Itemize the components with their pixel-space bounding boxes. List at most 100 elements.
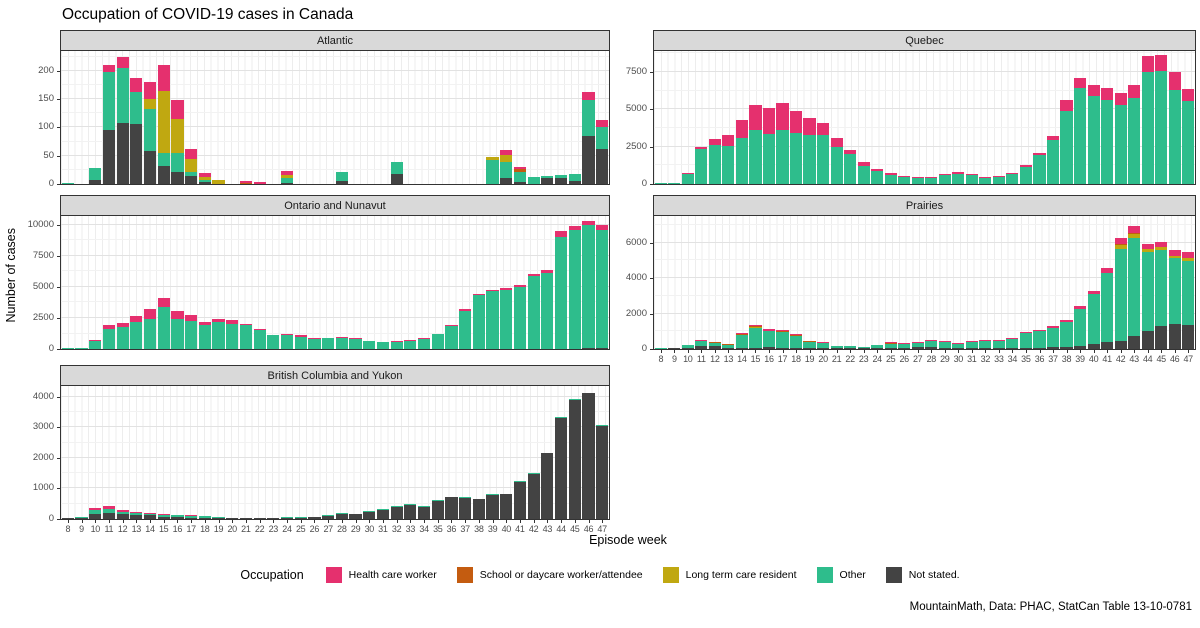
bar-segment-other bbox=[294, 516, 307, 518]
bar-segment-hcw bbox=[157, 65, 170, 91]
x-tick-mark bbox=[877, 350, 879, 353]
bar-segment-other bbox=[102, 328, 116, 349]
bar-segment-other bbox=[568, 173, 581, 181]
bar-week-25 bbox=[884, 342, 897, 349]
bar-segment-hcw bbox=[992, 175, 1005, 177]
x-tick-label: 43 bbox=[1129, 354, 1139, 364]
bar-segment-other bbox=[390, 505, 403, 507]
bar-segment-other bbox=[1006, 173, 1019, 184]
bar-segment-hcw bbox=[695, 146, 708, 149]
plot-area bbox=[60, 215, 610, 350]
bar-segment-other bbox=[89, 168, 102, 180]
bar-week-43 bbox=[541, 175, 554, 184]
bar-week-38 bbox=[472, 498, 485, 519]
bar-segment-hcw bbox=[911, 342, 924, 343]
x-tick-mark bbox=[519, 520, 521, 523]
bar-segment-other bbox=[1155, 70, 1168, 184]
bar-segment-other bbox=[952, 173, 965, 184]
bar-week-23 bbox=[267, 517, 280, 519]
bar-segment-hcw bbox=[884, 172, 897, 175]
bar-week-20 bbox=[817, 122, 830, 184]
bar-segment-hcw bbox=[280, 334, 294, 336]
bar-segment-other bbox=[1101, 273, 1114, 343]
bar-segment-hcw bbox=[749, 324, 762, 326]
bar-segment-hcw bbox=[431, 333, 444, 335]
x-tick-mark bbox=[355, 520, 357, 523]
bar-week-25 bbox=[294, 335, 307, 349]
bar-segment-not_stated bbox=[116, 123, 129, 184]
x-tick-label: 44 bbox=[1142, 354, 1153, 364]
bar-week-41 bbox=[1101, 87, 1114, 184]
bar-segment-other bbox=[582, 392, 595, 394]
x-tick-label: 17 bbox=[777, 354, 788, 364]
bar-segment-hcw bbox=[116, 322, 129, 327]
bar-segment-hcw bbox=[445, 324, 458, 326]
bar-week-31 bbox=[965, 173, 978, 184]
bar-segment-other bbox=[89, 510, 102, 514]
x-tick-mark bbox=[437, 520, 439, 523]
x-tick-mark bbox=[506, 520, 508, 523]
bar-segment-not_stated bbox=[335, 181, 348, 184]
bar-week-26 bbox=[308, 516, 321, 519]
bar-segment-other bbox=[871, 345, 884, 349]
y-tick-label: 0 bbox=[48, 178, 54, 189]
bar-week-45 bbox=[568, 399, 581, 519]
gridline bbox=[61, 332, 609, 334]
x-tick-mark bbox=[674, 350, 676, 353]
gridline bbox=[61, 316, 609, 318]
bar-segment-other bbox=[654, 183, 667, 184]
facet-strip-atlantic: Atlantic bbox=[60, 30, 610, 50]
bar-week-16 bbox=[171, 514, 184, 519]
x-tick-mark bbox=[67, 520, 69, 523]
bar-segment-other bbox=[871, 171, 884, 184]
bar-segment-other bbox=[171, 152, 184, 172]
x-tick-label: 8 bbox=[658, 354, 664, 364]
bar-segment-ltc bbox=[157, 90, 170, 153]
y-tick-mark bbox=[650, 109, 653, 111]
bar-week-39 bbox=[1073, 305, 1087, 349]
bar-segment-hcw bbox=[89, 508, 102, 511]
x-tick-mark bbox=[1053, 350, 1054, 353]
bar-week-35 bbox=[431, 500, 444, 519]
y-tick-mark bbox=[57, 519, 60, 520]
x-tick-mark bbox=[863, 350, 865, 353]
bar-segment-hcw bbox=[198, 322, 211, 325]
bar-segment-hcw bbox=[695, 339, 708, 341]
y-tick-label: 7500 bbox=[625, 65, 647, 77]
bar-segment-other bbox=[212, 517, 225, 518]
bar-week-9 bbox=[75, 347, 88, 349]
bar-segment-hcw bbox=[185, 315, 198, 321]
bar-week-32 bbox=[390, 161, 403, 184]
y-tick-mark bbox=[57, 317, 60, 319]
bar-segment-other bbox=[308, 516, 321, 518]
bar-week-22 bbox=[253, 517, 266, 519]
bar-week-47 bbox=[1182, 89, 1195, 184]
bar-segment-hcw bbox=[722, 343, 735, 345]
bar-segment-not_stated bbox=[762, 347, 776, 349]
bar-segment-hcw bbox=[803, 340, 816, 342]
x-tick-label: 25 bbox=[885, 354, 896, 364]
bar-segment-other bbox=[322, 515, 335, 516]
x-tick-mark bbox=[741, 350, 743, 353]
x-tick-label: 27 bbox=[323, 524, 333, 534]
bar-segment-other bbox=[89, 340, 102, 349]
x-tick-mark bbox=[728, 350, 730, 353]
bar-week-42 bbox=[1114, 238, 1127, 349]
bar-segment-ltc bbox=[1182, 257, 1195, 262]
bar-week-15 bbox=[157, 65, 170, 184]
x-tick-mark bbox=[108, 520, 110, 523]
legend-item-not-stated: Not stated. bbox=[885, 567, 960, 583]
x-tick-mark bbox=[369, 520, 371, 523]
bar-segment-other bbox=[554, 236, 568, 349]
bar-segment-hcw bbox=[844, 149, 857, 155]
bar-week-28 bbox=[335, 337, 348, 349]
bar-segment-hcw bbox=[322, 337, 335, 339]
bar-segment-school bbox=[749, 325, 762, 327]
panel-atlantic: Atlantic 0 50 100 150 200 bbox=[38, 30, 610, 189]
bar-segment-hcw bbox=[749, 104, 762, 131]
bar-segment-hcw bbox=[116, 56, 129, 68]
bar-segment-other bbox=[1087, 294, 1100, 345]
bar-segment-hcw bbox=[582, 91, 595, 101]
x-tick-label: 17 bbox=[186, 524, 196, 534]
